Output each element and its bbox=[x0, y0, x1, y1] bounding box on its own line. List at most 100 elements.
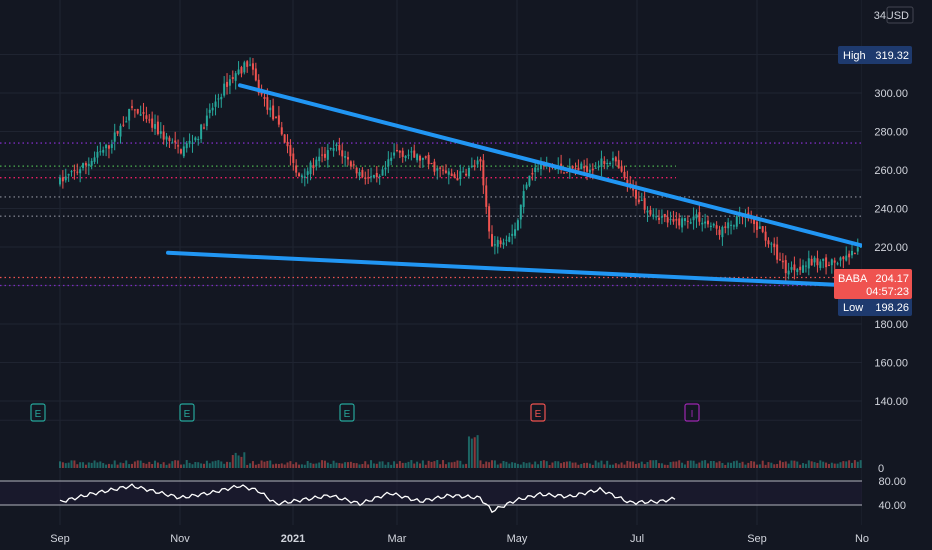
volume-bar bbox=[260, 460, 263, 468]
volume-bar bbox=[761, 460, 764, 468]
candle-body bbox=[298, 173, 301, 177]
candle-body bbox=[732, 225, 735, 227]
candle-body bbox=[61, 177, 64, 182]
candle-body bbox=[565, 172, 568, 174]
time-axis[interactable]: Sep Nov 2021 Mar May Jul Sep No bbox=[0, 527, 932, 550]
candle-body bbox=[692, 216, 695, 221]
event-marker-box bbox=[530, 403, 546, 422]
grid bbox=[0, 0, 863, 525]
volume-bar bbox=[404, 462, 407, 468]
candle-body bbox=[707, 220, 709, 225]
volume-bar bbox=[433, 461, 436, 468]
candle-body bbox=[384, 167, 387, 170]
volume-bar bbox=[329, 464, 332, 468]
candle-body bbox=[698, 212, 701, 222]
volume-bar bbox=[303, 464, 306, 468]
volume-bar bbox=[217, 460, 220, 468]
candle-body bbox=[263, 96, 266, 99]
volume-bar bbox=[364, 461, 367, 468]
candle-body bbox=[70, 171, 73, 173]
candle-body bbox=[171, 142, 174, 144]
candle-body bbox=[796, 269, 799, 273]
volume-bar bbox=[799, 464, 802, 468]
volume-bar bbox=[738, 462, 741, 468]
candle-body bbox=[231, 77, 234, 80]
volume-bar bbox=[588, 463, 591, 468]
candle-body bbox=[804, 265, 807, 267]
candle-body bbox=[637, 199, 640, 203]
candle-body bbox=[611, 157, 614, 161]
candle-body bbox=[571, 165, 574, 169]
volume-bar bbox=[358, 464, 361, 468]
volume-bar bbox=[352, 463, 355, 468]
volume-bar bbox=[179, 464, 182, 468]
candle-body bbox=[303, 176, 306, 178]
candle-body bbox=[59, 177, 61, 185]
candle-body bbox=[344, 156, 347, 158]
candle-body bbox=[476, 160, 479, 165]
volume-bar bbox=[335, 462, 338, 468]
volume-bar bbox=[522, 462, 525, 468]
volume-bar bbox=[90, 462, 93, 468]
price-tick-label: 300.00 bbox=[874, 88, 908, 100]
volume-bar bbox=[286, 462, 289, 468]
candle-body bbox=[813, 257, 816, 263]
candle-body bbox=[326, 150, 329, 160]
candle-body bbox=[701, 222, 704, 225]
candle-body bbox=[660, 216, 663, 218]
volume-bar bbox=[681, 462, 684, 468]
volume-bar bbox=[139, 460, 142, 468]
candle-body bbox=[370, 176, 373, 178]
volume-bar bbox=[393, 461, 396, 468]
volume-bar bbox=[73, 460, 76, 468]
volume-bar bbox=[476, 435, 479, 468]
volume-bar bbox=[727, 462, 730, 468]
candle-body bbox=[776, 244, 779, 260]
candle-body bbox=[223, 83, 226, 96]
volume-bar bbox=[813, 462, 816, 468]
volume-bar bbox=[686, 460, 689, 468]
candle-body bbox=[646, 210, 649, 213]
volume-bar bbox=[502, 460, 505, 468]
candle-body bbox=[159, 131, 162, 134]
volume-bar bbox=[836, 463, 839, 468]
volume-bar bbox=[830, 462, 833, 468]
volume-bar bbox=[272, 464, 275, 468]
volume-bar bbox=[623, 464, 626, 468]
volume-bar bbox=[499, 463, 502, 468]
volume-bar bbox=[652, 460, 655, 468]
volume-bar bbox=[381, 461, 384, 468]
candle-body bbox=[505, 239, 508, 241]
candle-body bbox=[404, 155, 407, 158]
volume-bar bbox=[240, 456, 243, 468]
volume-bar bbox=[151, 464, 154, 468]
candle-body bbox=[145, 115, 148, 119]
volume-bar bbox=[398, 461, 401, 468]
candle-body bbox=[375, 172, 378, 178]
candle-body bbox=[753, 219, 756, 224]
volume-bar bbox=[387, 462, 390, 468]
volume-bar bbox=[266, 460, 269, 468]
candle-body bbox=[591, 168, 594, 171]
volume-bars bbox=[59, 435, 932, 468]
price-tick-label: 220.00 bbox=[874, 242, 908, 254]
candle-body bbox=[531, 173, 534, 175]
volume-bar bbox=[747, 462, 750, 468]
candle-body bbox=[165, 136, 168, 140]
candle-body bbox=[609, 162, 612, 164]
volume-bar bbox=[735, 460, 738, 468]
candle-body bbox=[427, 154, 430, 165]
volume-bar bbox=[678, 460, 681, 468]
candle-body bbox=[779, 259, 781, 261]
volume-bar bbox=[295, 462, 298, 468]
volume-bar bbox=[514, 462, 517, 468]
volume-bar bbox=[839, 462, 842, 468]
time-axis-bg bbox=[0, 527, 932, 550]
candle-body bbox=[439, 167, 442, 169]
event-marker-box bbox=[30, 403, 46, 422]
volume-bar bbox=[249, 463, 252, 468]
last-price-value: 204.17 bbox=[875, 273, 909, 285]
price-tick-label: 140.00 bbox=[874, 396, 908, 408]
